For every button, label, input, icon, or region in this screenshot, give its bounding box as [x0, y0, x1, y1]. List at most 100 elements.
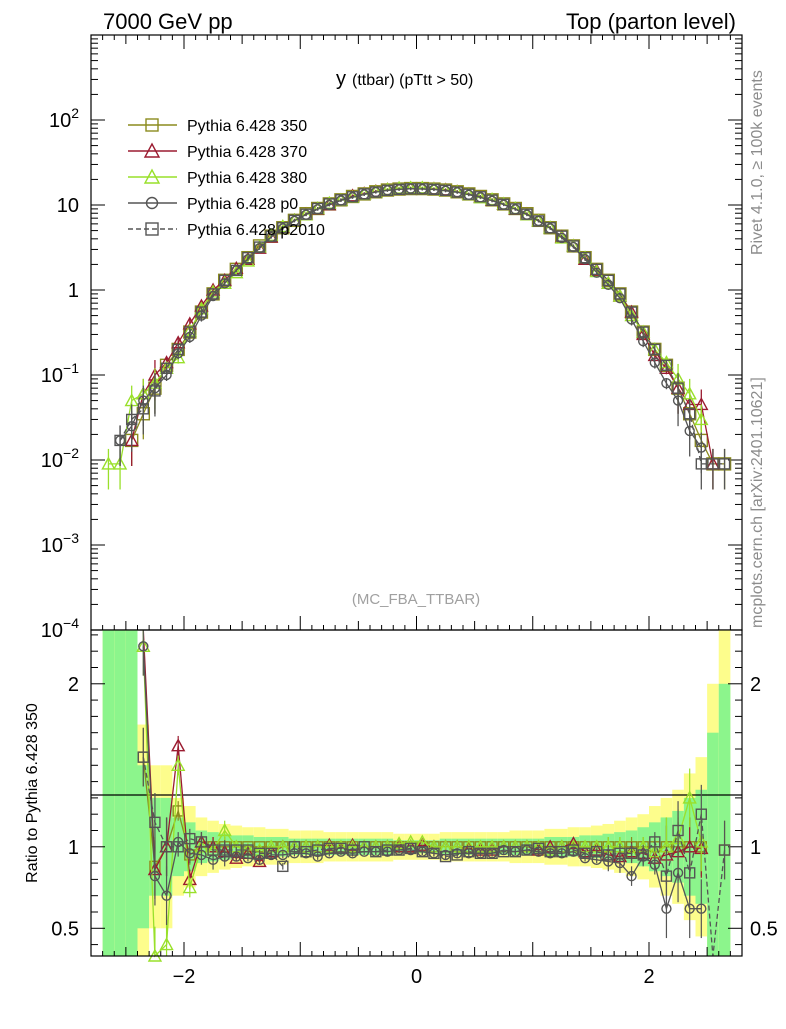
data-marker — [358, 841, 370, 853]
data-marker — [625, 847, 638, 860]
band-inner — [125, 630, 138, 956]
data-marker — [143, 142, 161, 158]
data-marker — [707, 458, 719, 470]
data-marker — [614, 847, 626, 860]
data-marker — [718, 458, 731, 470]
data-marker — [416, 183, 429, 195]
data-marker — [416, 845, 429, 858]
data-marker — [694, 834, 709, 848]
data-marker — [613, 287, 627, 301]
legend-label: Pythia 6.428 p0 — [187, 196, 298, 213]
data-marker — [160, 362, 173, 374]
data-marker — [172, 805, 184, 817]
data-marker — [649, 357, 661, 368]
data-marker — [672, 867, 684, 879]
main-panel: y (ttbar) (pTtt > 50) (MC_FBA_TTBAR) 10−… — [41, 34, 743, 642]
data-marker — [300, 845, 312, 858]
data-marker — [556, 845, 568, 858]
y-tick-label: 10−3 — [41, 530, 79, 557]
data-marker — [439, 850, 452, 863]
data-marker — [404, 842, 417, 855]
data-marker — [207, 288, 219, 300]
data-marker — [393, 183, 405, 196]
data-marker — [143, 168, 161, 184]
ratio-y-tick-label-right: 2 — [750, 674, 761, 696]
data-marker — [544, 222, 556, 234]
data-marker — [381, 844, 394, 856]
data-marker — [521, 844, 533, 856]
data-marker — [428, 847, 440, 860]
data-marker — [497, 845, 510, 858]
data-marker — [428, 183, 440, 196]
data-marker — [335, 842, 347, 855]
plot-title-main: y — [336, 68, 346, 90]
data-marker — [683, 867, 696, 879]
data-marker — [171, 757, 186, 771]
ratio-uncertainty-bands — [102, 630, 731, 956]
ratio-series-4 — [137, 727, 731, 957]
data-marker — [672, 382, 684, 394]
legend-label: Pythia 6.428 380 — [187, 170, 307, 187]
data-marker — [370, 845, 382, 858]
data-marker — [439, 184, 452, 196]
data-marker — [649, 836, 661, 848]
data-marker — [145, 196, 159, 210]
data-marker — [149, 870, 161, 882]
ratio-series-line — [142, 646, 702, 958]
data-marker — [660, 359, 673, 372]
data-marker — [590, 263, 603, 276]
legend-label: Pythia 6.428 350 — [187, 118, 307, 135]
y-tick-label: 102 — [49, 105, 79, 132]
y-tick-label: 10−4 — [41, 615, 79, 642]
data-marker — [579, 847, 591, 860]
y-tick-label: 10−1 — [41, 360, 79, 387]
data-marker — [311, 844, 324, 856]
data-marker — [672, 824, 684, 837]
data-marker — [242, 844, 254, 856]
data-marker — [509, 203, 522, 215]
plot-title-sub: (ttbar) (pTtt > 50) — [352, 72, 473, 89]
data-marker — [218, 844, 231, 856]
band-inner — [718, 683, 731, 956]
data-marker — [532, 215, 545, 227]
data-marker — [277, 860, 289, 873]
data-marker — [474, 847, 487, 860]
data-marker — [567, 240, 580, 252]
mcplots-label: mcplots.cern.ch [arXiv:2401.10621] — [749, 377, 766, 628]
data-marker — [229, 850, 244, 864]
data-marker — [579, 251, 591, 264]
header-right: Top (parton level) — [566, 9, 736, 34]
data-marker — [172, 343, 184, 356]
band-inner — [707, 732, 719, 956]
data-marker — [145, 118, 159, 132]
ratio-y-tick-label-right: 0.5 — [750, 918, 778, 940]
data-marker — [137, 751, 150, 763]
data-marker — [695, 808, 708, 820]
data-marker — [718, 844, 731, 856]
data-marker — [252, 853, 267, 868]
data-marker — [637, 326, 649, 338]
ratio-panel: 0.5 0.5 1 1 2 2 Ratio to Pythia 6.428 350 — [24, 629, 778, 962]
legend: Pythia 6.428 350 Pythia 6.428 370 Pythia 6… — [128, 118, 325, 239]
ratio-y-tick-label: 1 — [68, 837, 79, 859]
rivet-label: Rivet 4.1.0, ≥ 100k events — [749, 70, 766, 255]
data-marker — [101, 456, 116, 470]
data-marker — [682, 790, 697, 804]
data-marker — [335, 194, 347, 206]
data-marker — [184, 832, 196, 845]
data-marker — [195, 306, 208, 318]
data-marker — [218, 274, 231, 287]
data-marker — [346, 191, 359, 203]
data-marker — [661, 378, 672, 389]
data-marker — [451, 186, 463, 198]
band-inner — [102, 630, 115, 956]
ratio-series-3 — [138, 630, 707, 939]
data-marker — [370, 186, 382, 198]
data-marker — [277, 222, 289, 234]
data-marker — [171, 738, 186, 752]
data-marker — [195, 836, 208, 848]
data-marker — [114, 434, 126, 447]
data-marker — [242, 853, 254, 864]
data-marker — [323, 198, 336, 210]
